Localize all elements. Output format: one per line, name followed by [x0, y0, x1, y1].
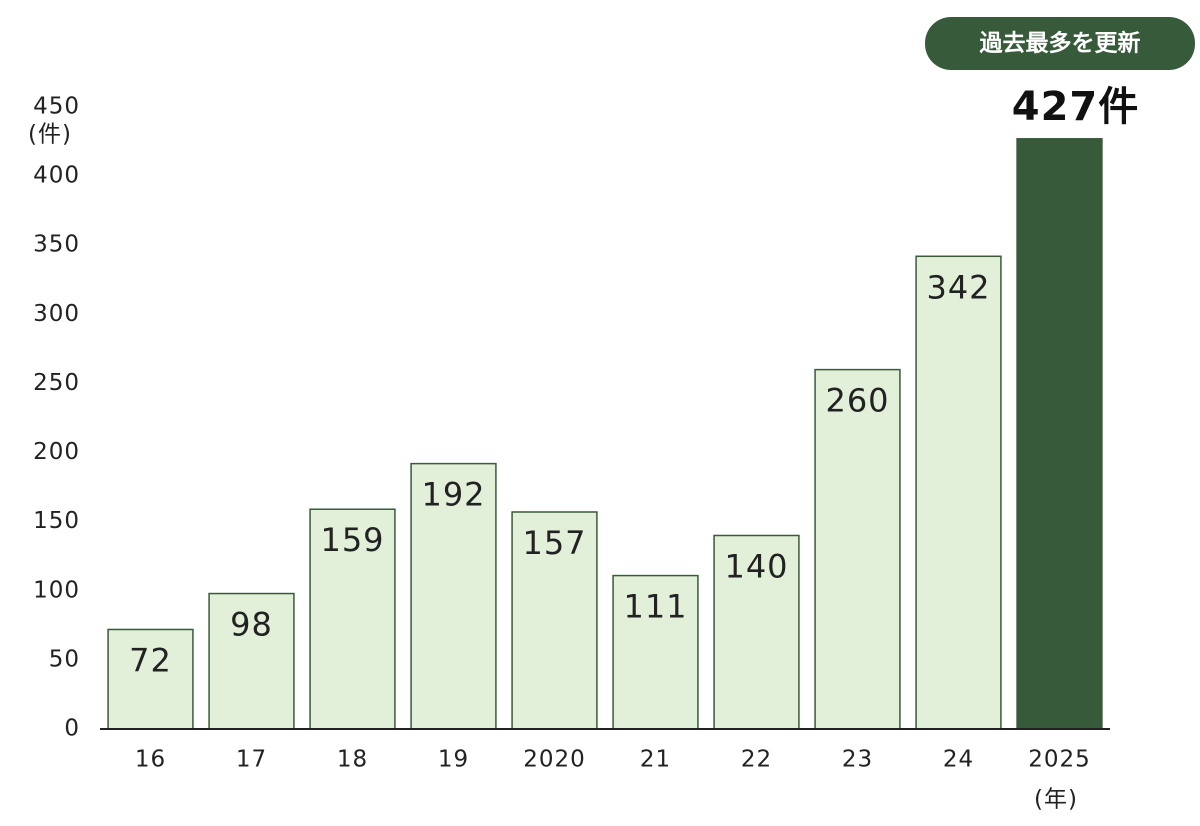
y-tick-label: 50	[49, 646, 80, 672]
x-tick-label: 24	[943, 747, 974, 773]
x-axis-label: (年)	[1034, 787, 1078, 813]
badge-text: 過去最多を更新	[980, 30, 1141, 57]
x-tick-label: 2020	[523, 747, 586, 773]
x-tick-label: 18	[337, 747, 368, 773]
x-tick-label: 21	[640, 747, 671, 773]
bar	[814, 368, 901, 730]
x-tick-label: 17	[236, 747, 267, 773]
value-label: 159	[320, 521, 384, 559]
value-label: 260	[825, 382, 889, 420]
x-tick-label: 19	[438, 747, 469, 773]
bar	[107, 628, 194, 730]
value-label: 140	[724, 547, 788, 585]
x-tick-label: 23	[842, 747, 873, 773]
bar	[511, 511, 598, 730]
bar	[410, 462, 497, 730]
value-label: 342	[926, 268, 990, 306]
y-tick-label: 100	[33, 577, 80, 603]
bar	[915, 255, 1002, 730]
y-tick-label: 200	[33, 439, 80, 465]
y-tick-label: 450	[33, 94, 80, 120]
bar	[1016, 138, 1103, 730]
y-tick-label: 350	[33, 232, 80, 258]
x-tick-label: 22	[741, 747, 772, 773]
value-label: 72	[129, 641, 172, 679]
y-tick-label: 250	[33, 370, 80, 396]
value-label: 192	[421, 476, 485, 514]
value-label: 98	[230, 606, 273, 644]
y-axis-label: (件)	[28, 122, 72, 148]
bar	[309, 508, 396, 730]
value-label: 157	[522, 524, 586, 562]
x-tick-label: 16	[135, 747, 166, 773]
badge	[925, 17, 1195, 70]
bar	[612, 574, 699, 730]
value-label: 111	[623, 588, 687, 626]
y-tick-label: 400	[33, 163, 80, 189]
y-tick-label: 150	[33, 508, 80, 534]
y-tick-label: 0	[64, 716, 80, 742]
value-label-highlight: 427件	[1012, 84, 1140, 130]
y-tick-label: 300	[33, 301, 80, 327]
x-tick-label: 2025	[1028, 747, 1091, 773]
bar	[713, 534, 800, 730]
